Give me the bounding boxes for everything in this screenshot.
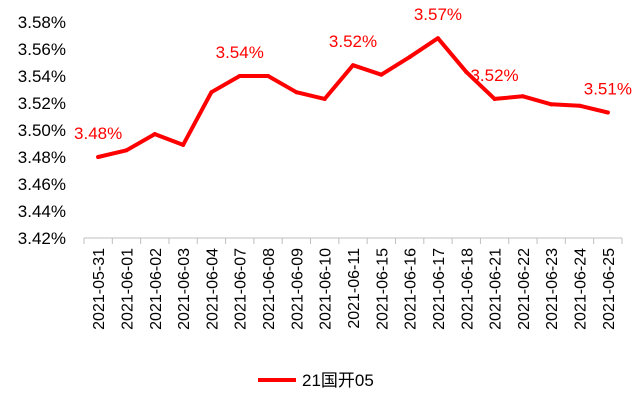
data-label: 3.54% [216,43,264,62]
y-tick-label: 3.58% [18,13,66,32]
x-tick-label: 2021-06-16 [403,248,420,330]
series-point [520,94,525,99]
series-point [379,72,384,77]
legend-label: 21国开05 [302,371,374,390]
y-tick-label: 3.50% [18,121,66,140]
x-tick-label: 2021-06-23 [544,248,561,330]
x-tick-label: 2021-06-09 [289,248,306,330]
x-tick-label: 2021-06-21 [488,248,505,330]
x-axis: 2021-05-31 2021-06-01 2021-06-02 2021-06-03… [83,237,623,330]
data-label: 3.52% [470,66,518,85]
x-tick-label: 2021-06-22 [516,248,533,330]
series-point [266,74,271,78]
y-tick-label: 3.54% [18,67,66,86]
data-label: 3.51% [584,79,632,98]
series-point [237,74,242,78]
y-axis: 3.42% 3.44% 3.46% 3.48% 3.50% 3.52% 3.54% 3.56%… [18,13,66,248]
x-tick-label: 2021-06-08 [261,248,278,330]
series-point [549,102,554,107]
series-point [322,96,327,101]
series-layer [96,36,610,159]
x-tick-label: 2021-06-02 [148,248,165,330]
x-tick-label: 2021-06-07 [233,248,250,330]
series-point [407,55,412,60]
x-tick-label: 2021-05-31 [91,248,108,330]
series-point [181,142,186,147]
series-point [577,103,582,108]
series-point [435,36,440,41]
x-tick-label: 2021-06-24 [573,248,590,330]
x-tick-label: 2021-06-17 [431,248,448,330]
data-label: 3.48% [74,124,122,143]
y-tick-label: 3.56% [18,40,66,59]
x-tick-label: 2021-06-11 [346,248,363,329]
y-tick-label: 3.42% [18,229,66,248]
x-tick-label: 2021-06-10 [318,248,335,330]
series-point [492,96,497,101]
y-tick-label: 3.46% [18,175,66,194]
series-point [209,90,214,95]
x-tick-label: 2021-06-25 [601,248,618,330]
series-point [294,90,299,95]
x-tick-label: 2021-06-01 [119,248,136,330]
series-point [464,69,469,74]
y-tick-label: 3.52% [18,94,66,113]
legend: 21国开05 [258,371,374,390]
series-point [605,110,610,115]
series-point [96,155,101,159]
data-label: 3.57% [414,5,462,24]
x-tick-label: 2021-06-04 [204,248,221,330]
series-point [124,148,129,153]
data-label: 3.52% [329,32,377,51]
y-tick-label: 3.44% [18,202,66,221]
series-line [96,36,610,159]
x-tick-label: 2021-06-03 [176,248,193,330]
data-label-layer: 3.48% 3.54% 3.52% 3.57% 3.52% 3.51% [74,5,632,143]
x-tick-label: 2021-06-18 [459,248,476,330]
series-point [351,63,355,68]
x-tick-label: 2021-06-15 [374,248,391,330]
y-tick-label: 3.48% [18,148,66,167]
series-point [152,132,157,137]
